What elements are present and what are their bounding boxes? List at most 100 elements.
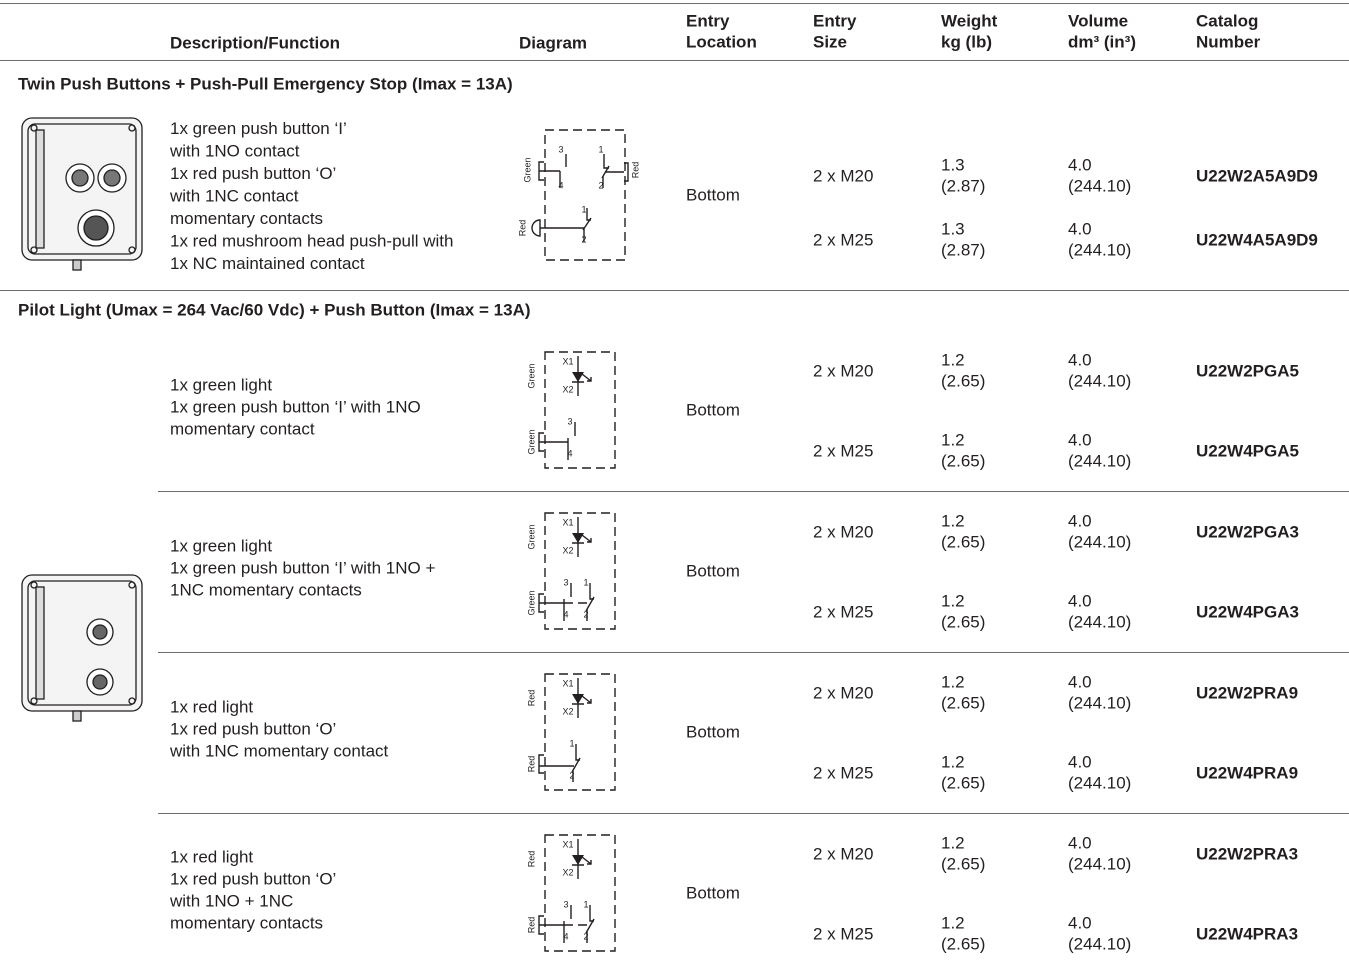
catalog-number: U22W2PGA3 [1196, 522, 1299, 541]
diagram-label: Green [526, 524, 536, 549]
diagram-symbol [538, 744, 581, 782]
entry-size: 2 x M25 [813, 441, 873, 460]
diagram-label: X2 [562, 545, 573, 555]
weight: (2.87) [941, 176, 985, 195]
volume: (244.10) [1068, 451, 1131, 470]
volume: (244.10) [1068, 371, 1131, 390]
diagram-symbol [538, 905, 595, 943]
diagram-label: Green [526, 363, 536, 388]
weight: 1.2 [941, 672, 965, 691]
entry-size: 2 x M25 [813, 924, 873, 943]
diagram-symbol [572, 372, 584, 382]
description-line: with 1NO + 1NC [169, 891, 293, 910]
diagram-label: 1 [581, 204, 586, 214]
weight: 1.2 [941, 913, 965, 932]
weight: (2.65) [941, 854, 985, 873]
diagram-symbol [601, 154, 629, 188]
diagram-label: 1 [569, 738, 574, 748]
volume: 4.0 [1068, 833, 1092, 852]
entry-size: 2 x M25 [813, 763, 873, 782]
weight: 1.2 [941, 350, 965, 369]
diagram-label: Green [526, 590, 536, 615]
volume: (244.10) [1068, 612, 1131, 631]
diagram-label: X1 [562, 678, 573, 688]
entry-location: Bottom [686, 400, 740, 419]
diagram-symbol [544, 351, 616, 469]
description-line: momentary contacts [170, 913, 323, 932]
catalog-number: U22W2PRA3 [1196, 844, 1298, 863]
description-line: 1x red light [170, 847, 253, 866]
column-header: Weight [941, 11, 998, 30]
diagram-label: 4 [563, 609, 568, 619]
column-header: Entry [813, 11, 857, 30]
catalog-number: U22W4PGA3 [1196, 602, 1299, 621]
volume: (244.10) [1068, 693, 1131, 712]
column-header: Catalog [1196, 11, 1258, 30]
catalog-number: U22W2A5A9D9 [1196, 166, 1318, 185]
diagram: X1 X2 Red Red 3 4 1 2 [526, 834, 616, 952]
weight: 1.3 [941, 155, 965, 174]
volume: 4.0 [1068, 511, 1092, 530]
column-header: Description/Function [170, 33, 340, 52]
volume: 4.0 [1068, 672, 1092, 691]
description-line: 1x red push button ‘O’ [170, 869, 336, 888]
description-line: 1x red push button ‘O’ [170, 719, 336, 738]
volume: (244.10) [1068, 240, 1131, 259]
diagram-label: Green [522, 157, 532, 182]
entry-size: 2 x M20 [813, 844, 873, 863]
column-header: Size [813, 32, 847, 51]
description-line: momentary contacts [170, 209, 323, 228]
weight: (2.65) [941, 532, 985, 551]
diagram-label: 2 [583, 931, 588, 941]
diagram-label: X1 [562, 839, 573, 849]
weight: (2.65) [941, 773, 985, 792]
description-line: 1x green light [170, 375, 272, 394]
product-image [21, 574, 143, 722]
description-line: 1x green light [170, 536, 272, 555]
diagram-symbol [544, 512, 616, 630]
column-header: Number [1196, 32, 1261, 51]
volume: 4.0 [1068, 155, 1092, 174]
volume: 4.0 [1068, 430, 1092, 449]
description-line: 1x green push button ‘I’ with 1NO [170, 397, 421, 416]
diagram: X1 X2 Green Green 3 4 1 2 [526, 512, 616, 630]
description-line: 1x NC maintained contact [170, 254, 365, 273]
entry-location: Bottom [686, 561, 740, 580]
weight: (2.65) [941, 612, 985, 631]
description-line: with 1NC contact [169, 186, 299, 205]
diagram-label: X1 [562, 517, 573, 527]
diagram-label: Green [526, 429, 536, 454]
description-line: 1x green push button ‘I’ [170, 119, 347, 138]
section-title: Twin Push Buttons + Push-Pull Emergency … [18, 74, 513, 93]
volume: (244.10) [1068, 934, 1131, 953]
diagram-label: X2 [562, 706, 573, 716]
volume: (244.10) [1068, 532, 1131, 551]
diagram-label: X1 [562, 356, 573, 366]
column-header: Location [686, 32, 757, 51]
diagram-label: 2 [598, 180, 603, 190]
volume: (244.10) [1068, 773, 1131, 792]
description-line: 1NC momentary contacts [170, 580, 362, 599]
weight: 1.3 [941, 219, 965, 238]
diagram-symbol [544, 834, 616, 952]
diagram-label: 4 [567, 448, 572, 458]
volume: 4.0 [1068, 219, 1092, 238]
diagram-label: 1 [583, 577, 588, 587]
weight: (2.65) [941, 934, 985, 953]
entry-location: Bottom [686, 185, 740, 204]
description-line: 1x green push button ‘I’ with 1NO + [170, 558, 435, 577]
diagram-label: X2 [562, 384, 573, 394]
catalog-number: U22W4A5A9D9 [1196, 230, 1318, 249]
column-header: kg (lb) [941, 32, 992, 51]
catalog-number: U22W4PRA9 [1196, 763, 1298, 782]
diagram: X1 X2 Red Red 1 2 [526, 673, 616, 791]
weight: (2.65) [941, 451, 985, 470]
entry-size: 2 x M25 [813, 602, 873, 621]
weight: 1.2 [941, 511, 965, 530]
catalog-number: U22W4PGA5 [1196, 441, 1299, 460]
catalog-number: U22W2PRA9 [1196, 683, 1298, 702]
description-line: momentary contact [170, 419, 315, 438]
volume: 4.0 [1068, 591, 1092, 610]
